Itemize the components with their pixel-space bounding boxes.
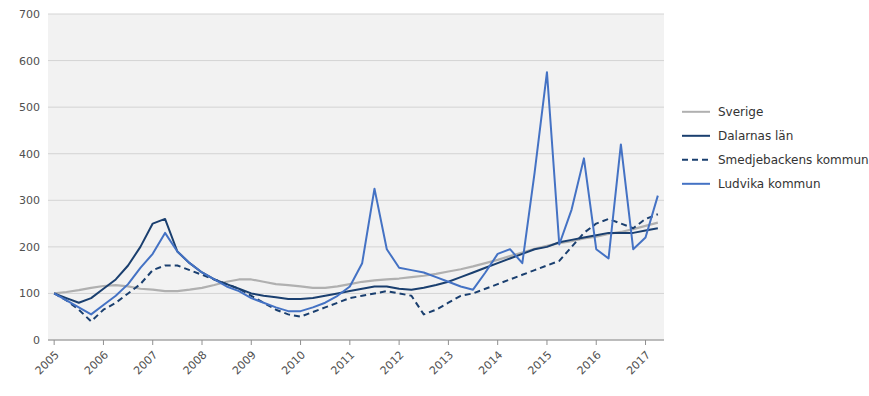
x-tick — [497, 340, 498, 345]
y-tick-label: 200 — [19, 241, 40, 254]
x-tick-label: 2011 — [328, 348, 357, 377]
grid-line — [48, 107, 664, 108]
x-tick-label: 2013 — [427, 348, 456, 377]
y-tick-label: 500 — [19, 101, 40, 114]
x-tick — [645, 340, 646, 345]
x-tick-label: 2015 — [526, 348, 555, 377]
x-tick-label: 2008 — [181, 348, 210, 377]
grid-line — [48, 153, 664, 154]
grid-line — [48, 340, 664, 341]
legend-swatch — [682, 111, 710, 113]
grid-line — [48, 14, 664, 15]
x-tick — [596, 340, 597, 345]
legend-label: Ludvika kommun — [718, 177, 821, 191]
y-grid — [48, 14, 664, 340]
x-tick — [54, 340, 55, 345]
x-tick-label: 2017 — [624, 348, 653, 377]
lines — [54, 72, 658, 321]
legend-label: Dalarnas län — [718, 129, 793, 143]
x-tick — [103, 340, 104, 345]
y-tick-label: 700 — [19, 8, 40, 21]
series-line — [54, 223, 658, 294]
x-tick-label: 2007 — [131, 348, 160, 377]
legend-swatch — [682, 135, 710, 137]
legend: Sverige Dalarnas län Smedjebackens kommun L… — [682, 105, 869, 191]
x-tick-label: 2006 — [82, 348, 111, 377]
grid-line — [48, 293, 664, 294]
x-tick — [546, 340, 547, 345]
x-tick — [300, 340, 301, 345]
grid-line — [48, 200, 664, 201]
x-tick-label: 2014 — [476, 348, 505, 377]
plot-background — [48, 14, 664, 340]
x-tick-label: 2016 — [575, 348, 604, 377]
x-tick-label: 2010 — [279, 348, 308, 377]
x-tick — [399, 340, 400, 345]
x-tick — [202, 340, 203, 345]
y-tick-label: 100 — [19, 287, 40, 300]
series-line — [54, 219, 658, 303]
y-tick-label: 400 — [19, 148, 40, 161]
grid-line — [48, 60, 664, 61]
y-tick-label: 600 — [19, 55, 40, 68]
x-tick-label: 2012 — [378, 348, 407, 377]
legend-swatch — [682, 159, 710, 161]
x-tick-label: 2009 — [230, 348, 259, 377]
legend-label: Sverige — [718, 105, 763, 119]
series-line — [54, 214, 658, 321]
y-tick-label: 0 — [33, 334, 40, 347]
y-tick-label: 300 — [19, 194, 40, 207]
x-tick — [448, 340, 449, 345]
x-tick-label: 2005 — [33, 348, 62, 377]
chart: 0 100 200 300 400 500 600 700 2005 2006 2007 2008 20… — [0, 0, 869, 396]
legend-swatch — [682, 183, 710, 185]
legend-label: Smedjebackens kommun — [718, 153, 869, 167]
x-tick — [152, 340, 153, 345]
x-axis-line — [48, 340, 664, 341]
series-line — [54, 72, 658, 314]
x-tick — [349, 340, 350, 345]
x-tick — [251, 340, 252, 345]
